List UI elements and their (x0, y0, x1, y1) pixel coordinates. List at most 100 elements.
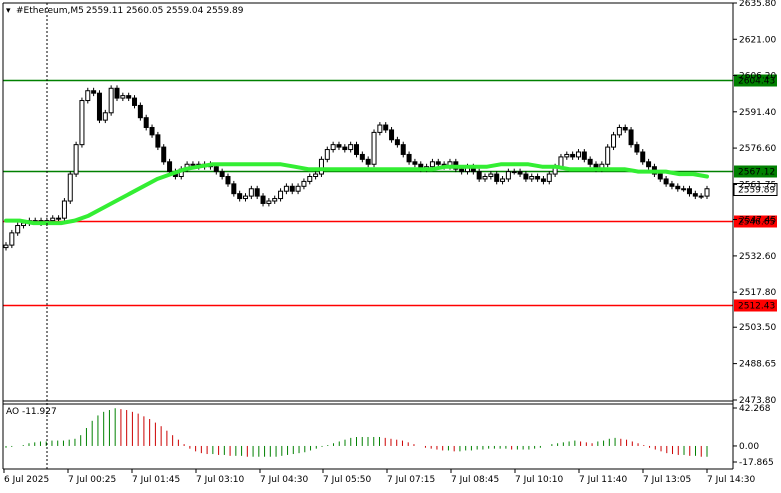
candle-body (295, 185, 301, 192)
x-tick-label: 6 Jul 2025 (4, 475, 49, 485)
candle-body (476, 171, 482, 180)
x-tick-label: 7 Jul 01:45 (132, 475, 180, 485)
candle-body (213, 166, 219, 173)
candle-body (330, 144, 336, 151)
level-price-tag (734, 299, 777, 312)
candle-body (488, 173, 494, 178)
y-tick-label: 2561.75 (739, 180, 776, 190)
candle-body (564, 153, 570, 158)
y-tick-label: 2621.00 (739, 35, 776, 45)
candle-body (354, 144, 359, 155)
candle-body (698, 195, 704, 198)
candle-body (657, 173, 663, 180)
candle-body (383, 124, 389, 131)
ao-y-tick-label: -17.865 (739, 458, 774, 468)
y-tick-label: 2503.50 (739, 323, 776, 333)
candle-body (435, 161, 441, 165)
x-tick-label: 7 Jul 14:30 (707, 475, 756, 485)
level-price-label: 2567.12 (738, 168, 775, 178)
candle-body (278, 190, 284, 200)
chart-title: #Ethereum,M5 (16, 6, 84, 16)
candle-body (126, 95, 132, 99)
candle-body (400, 144, 406, 155)
candle-body (500, 178, 506, 182)
candle-body (260, 195, 266, 204)
candle-body (406, 153, 412, 163)
candle-body (301, 180, 307, 187)
candle-body (3, 244, 9, 249)
candle-body (190, 163, 196, 166)
candle-body (494, 173, 500, 182)
candle-body (307, 176, 313, 182)
candle-body (342, 146, 348, 151)
ao-label: AO -11.927 (6, 407, 57, 417)
candle-body (611, 134, 617, 148)
candle-body (634, 144, 640, 153)
chart-title-arrow: ▾ (6, 6, 11, 16)
candle-body (114, 87, 120, 99)
candle-body (575, 151, 581, 158)
candle-body (394, 139, 400, 146)
candle-body (96, 92, 102, 121)
candle-body (581, 151, 587, 160)
x-tick-label: 7 Jul 05:50 (323, 475, 372, 485)
y-tick-label: 2576.60 (739, 144, 776, 154)
candle-body (540, 178, 546, 182)
candle-body (73, 144, 79, 175)
candle-body (254, 188, 260, 197)
candle-body (85, 90, 91, 102)
candle-body (102, 112, 108, 121)
candle-body (429, 161, 435, 168)
candle-body (313, 173, 319, 178)
x-tick-label: 7 Jul 11:40 (579, 475, 628, 485)
candle-body (108, 87, 114, 114)
candle-body (67, 173, 73, 202)
candle-body (56, 217, 62, 220)
candle-body (155, 134, 161, 148)
candle-body (616, 126, 622, 136)
y-tick-label: 2547.45 (739, 216, 776, 226)
candle-body (132, 97, 138, 106)
candle-body (15, 225, 21, 234)
candle-body (663, 178, 669, 185)
candle-body (161, 146, 167, 163)
x-tick-label: 7 Jul 10:10 (515, 475, 564, 485)
x-tick-label: 7 Jul 04:30 (260, 475, 309, 485)
candle-body (412, 161, 418, 165)
candle-body (570, 153, 576, 158)
current-price-tag (733, 183, 778, 196)
candle-body (231, 183, 237, 195)
candle-body (511, 171, 517, 174)
candle-body (149, 126, 155, 136)
candle-body (377, 124, 383, 133)
y-tick-label: 2532.60 (739, 252, 776, 262)
candle-body (669, 183, 675, 187)
y-tick-label: 2606.20 (739, 72, 776, 82)
candle-body (529, 176, 535, 180)
candle-body (318, 158, 324, 175)
candle-body (686, 188, 692, 195)
y-tick-label: 2635.80 (739, 0, 776, 9)
candle-body (681, 188, 687, 191)
candle-body (237, 193, 243, 200)
candle-body (459, 168, 465, 173)
level-price-label: 2512.43 (738, 302, 775, 312)
candle-body (359, 153, 365, 160)
candle-body (558, 156, 564, 168)
candle-body (283, 185, 289, 192)
ao-y-tick-label: 0.00 (739, 442, 759, 452)
x-tick-label: 7 Jul 00:25 (68, 475, 116, 485)
level-price-tag (734, 165, 777, 178)
candle-body (517, 171, 523, 175)
candle-body (535, 176, 541, 180)
candle-body (692, 193, 698, 197)
candle-body (243, 195, 249, 200)
candle-body (348, 144, 354, 151)
candle-body (79, 100, 85, 146)
candle-body (248, 188, 254, 197)
y-tick-label: 2591.40 (739, 108, 776, 118)
x-tick-label: 7 Jul 03:10 (196, 475, 245, 485)
candle-body (365, 158, 371, 165)
candle-body (120, 95, 126, 99)
